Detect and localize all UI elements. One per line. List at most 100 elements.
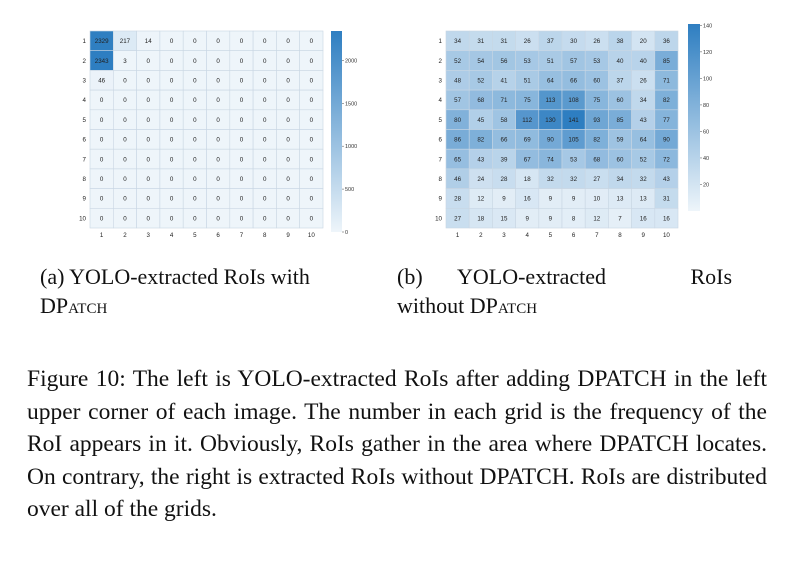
cell-value-label: 0 (286, 137, 290, 144)
row-tick-label: 5 (83, 117, 87, 124)
cell-value-label: 69 (524, 137, 531, 144)
cell-value-label: 0 (170, 196, 174, 203)
cell-value-label: 36 (663, 38, 670, 45)
cell-value-label: 27 (593, 176, 600, 183)
cell-value-label: 0 (193, 137, 197, 144)
cell-value-label: 0 (240, 38, 244, 45)
cell-value-label: 65 (454, 156, 461, 163)
cell-value-label: 0 (240, 97, 244, 104)
cell-value-label: 9 (502, 196, 506, 203)
cell-value-label: 0 (100, 156, 104, 163)
cell-value-label: 64 (640, 137, 647, 144)
cell-value-label: 32 (640, 176, 647, 183)
cell-value-label: 0 (100, 176, 104, 183)
colorbar-tick-label: 120 (703, 50, 712, 56)
cell-value-label: 0 (216, 58, 220, 65)
col-tick-label: 4 (525, 232, 529, 239)
cell-value-label: 0 (240, 196, 244, 203)
subcaption-a-line2: DPatch (40, 293, 108, 318)
cell-value-label: 43 (640, 117, 647, 124)
row-tick-label: 3 (439, 77, 443, 84)
cell-value-label: 56 (501, 58, 508, 65)
col-tick-label: 6 (216, 232, 220, 239)
cell-value-label: 112 (522, 117, 532, 124)
cell-value-label: 0 (240, 156, 244, 163)
cell-value-label: 0 (310, 77, 314, 84)
cell-value-label: 52 (454, 58, 461, 65)
cell-value-label: 0 (147, 196, 151, 203)
cell-value-label: 0 (310, 117, 314, 124)
row-tick-label: 1 (83, 38, 87, 45)
col-tick-label: 2 (479, 232, 483, 239)
cell-value-label: 0 (286, 38, 290, 45)
cell-value-label: 0 (310, 176, 314, 183)
cell-value-label: 0 (263, 176, 267, 183)
cell-value-label: 24 (477, 176, 484, 183)
cell-value-label: 0 (216, 117, 220, 124)
row-tick-label: 8 (83, 176, 87, 183)
cell-value-label: 16 (640, 215, 647, 222)
cell-value-label: 0 (286, 156, 290, 163)
cell-value-label: 0 (286, 77, 290, 84)
row-tick-label: 6 (439, 137, 443, 144)
cell-value-label: 0 (240, 77, 244, 84)
colorbar-tick-label: 500 (345, 187, 354, 193)
cell-value-label: 0 (123, 97, 127, 104)
cell-value-label: 13 (640, 196, 647, 203)
colorbar-tick-label: 1000 (345, 144, 357, 150)
cell-value-label: 0 (123, 117, 127, 124)
subcaption-b-line2: without DPatch (397, 293, 538, 318)
col-tick-label: 6 (572, 232, 576, 239)
cell-value-label: 13 (617, 196, 624, 203)
row-tick-label: 4 (83, 97, 87, 104)
subcaption-a-line1: (a) YOLO-extracted RoIs with (40, 264, 310, 289)
cell-value-label: 82 (477, 137, 484, 144)
cell-value-label: 58 (501, 117, 508, 124)
cell-value-label: 0 (193, 58, 197, 65)
cell-value-label: 53 (570, 156, 577, 163)
colorbar-tick-label: 2000 (345, 58, 357, 64)
cell-value-label: 93 (593, 117, 600, 124)
colorbar-tick-label: 140 (703, 23, 712, 29)
cell-value-label: 0 (216, 156, 220, 163)
cell-value-label: 31 (477, 38, 484, 45)
cell-value-label: 20 (640, 38, 647, 45)
cell-value-label: 0 (100, 117, 104, 124)
col-tick-label: 9 (641, 232, 645, 239)
colorbar-tick-label: 40 (703, 156, 709, 162)
row-tick-label: 2 (83, 58, 87, 65)
cell-value-label: 2343 (95, 58, 109, 65)
cell-value-label: 0 (170, 58, 174, 65)
cell-value-label: 0 (147, 176, 151, 183)
cell-value-label: 31 (501, 38, 508, 45)
col-tick-label: 5 (193, 232, 197, 239)
cell-value-label: 0 (123, 176, 127, 183)
cell-value-label: 3 (123, 58, 127, 65)
cell-value-label: 45 (477, 117, 484, 124)
cell-value-label: 54 (477, 58, 484, 65)
figure-caption: Figure 10: The left is YOLO-extracted Ro… (27, 363, 767, 526)
cell-value-label: 0 (286, 58, 290, 65)
cell-value-label: 52 (477, 77, 484, 84)
cell-value-label: 18 (524, 176, 531, 183)
cell-value-label: 60 (617, 156, 624, 163)
cell-value-label: 32 (570, 176, 577, 183)
cell-value-label: 48 (454, 77, 461, 84)
cell-value-label: 0 (193, 196, 197, 203)
cell-value-label: 0 (216, 77, 220, 84)
cell-value-label: 9 (549, 196, 553, 203)
cell-value-label: 8 (572, 215, 576, 222)
col-tick-label: 9 (286, 232, 290, 239)
cell-value-label: 66 (570, 77, 577, 84)
cell-value-label: 0 (170, 97, 174, 104)
cell-value-label: 0 (240, 215, 244, 222)
cell-value-label: 9 (549, 215, 553, 222)
cell-value-label: 0 (310, 38, 314, 45)
cell-value-label: 72 (663, 156, 670, 163)
cell-value-label: 0 (216, 38, 220, 45)
cell-value-label: 80 (454, 117, 461, 124)
cell-value-label: 217 (120, 38, 131, 45)
cell-value-label: 27 (454, 215, 461, 222)
cell-value-label: 7 (618, 215, 622, 222)
